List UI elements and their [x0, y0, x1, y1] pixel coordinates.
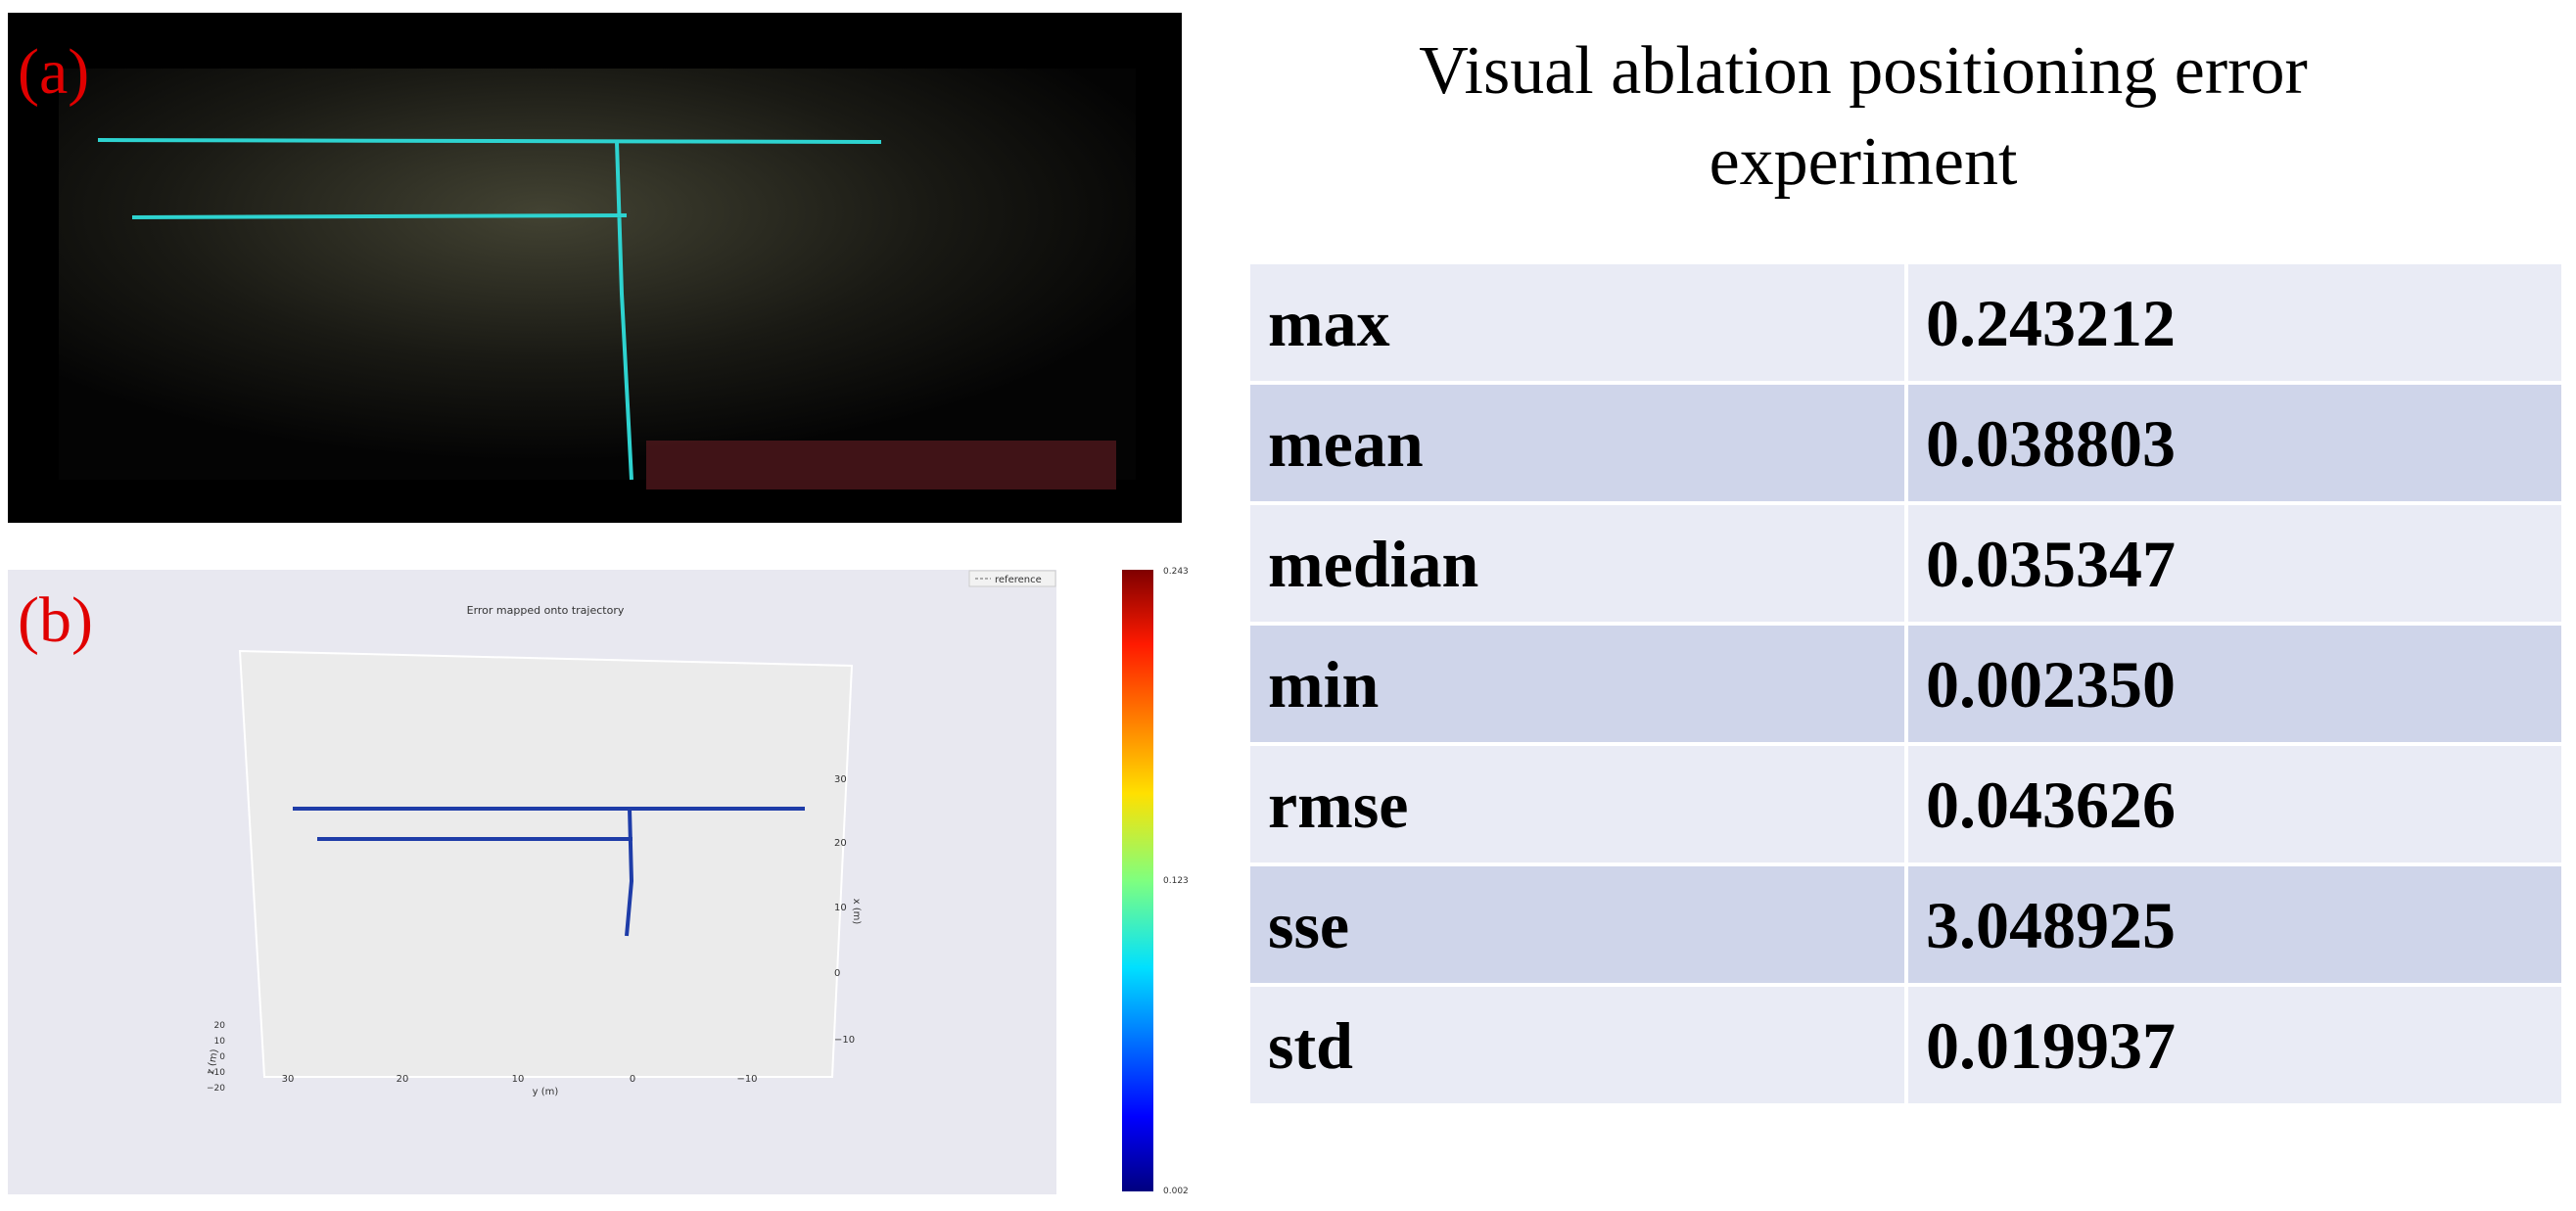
plot-pane: [238, 649, 854, 1078]
metric-value: 3.048925: [1926, 888, 2176, 962]
metric-name: max: [1268, 286, 1390, 360]
colorbar-tick-label: 0.243: [1163, 567, 1189, 577]
metric-name: min: [1268, 647, 1379, 722]
table-cell: [1904, 622, 2565, 746]
metric-value: 0.038803: [1926, 406, 2176, 481]
legend-label: reference: [995, 575, 1042, 585]
z-tick-label: −10: [207, 1068, 225, 1078]
table-cell: [1904, 381, 2565, 505]
table-cell: [1246, 983, 1908, 1107]
metric-value: 0.243212: [1926, 286, 2176, 360]
y-tick-label: 10: [834, 903, 847, 913]
metric-name: std: [1268, 1008, 1353, 1083]
y-tick-label: −10: [834, 1035, 855, 1046]
metric-value: 0.043626: [1926, 768, 2176, 842]
table-cell: [1904, 260, 2565, 385]
metric-value: 0.019937: [1926, 1008, 2176, 1083]
z-tick-label: 0: [219, 1052, 225, 1062]
z-tick-label: 20: [214, 1021, 226, 1031]
point-cloud-red: [646, 441, 1116, 489]
table-cell: [1904, 501, 2565, 626]
plot-title: Error mapped onto trajectory: [467, 604, 625, 617]
table: max 0.243212 mean 0.038803 median 0.035347 min…: [1246, 260, 2565, 1107]
x-tick-label: 0: [630, 1074, 635, 1085]
table-cell: [1904, 862, 2565, 987]
metric-name: sse: [1268, 888, 1349, 962]
point-cloud: [59, 69, 1136, 480]
colorbar-tick-label: 0.123: [1163, 876, 1189, 886]
metric-value: 0.035347: [1926, 527, 2176, 601]
metric-name: mean: [1268, 406, 1424, 481]
metric-value: 0.002350: [1926, 647, 2176, 722]
legend: [968, 570, 1056, 587]
colorbar-tick-label: 0.002: [1163, 1187, 1189, 1196]
trajectory: [97, 138, 882, 481]
y-axis-label: x (m): [851, 899, 862, 925]
x-tick-label: 10: [512, 1074, 525, 1085]
x-tick-label: −10: [736, 1074, 757, 1085]
x-tick-label: 20: [397, 1074, 409, 1085]
panel-label: (b): [18, 584, 93, 656]
y-tick-label: 0: [834, 968, 840, 979]
table-cell: [1904, 983, 2565, 1107]
metric-name: median: [1268, 527, 1478, 601]
z-tick-label: −20: [207, 1084, 225, 1094]
metric-name: rmse: [1268, 768, 1408, 842]
colorbar: [1122, 570, 1153, 1191]
y-tick-label: 30: [834, 774, 847, 785]
table-cell: [1904, 742, 2565, 866]
table-title: Visual ablation positioning error: [1419, 33, 2308, 109]
table-title: experiment: [1710, 124, 2018, 200]
panel-label: (a): [18, 36, 89, 108]
trajectory: [293, 807, 805, 937]
z-tick-label: 10: [214, 1037, 226, 1047]
y-tick-label: 20: [834, 838, 847, 849]
z-axis-label: z (m): [206, 1048, 220, 1076]
x-tick-label: 30: [282, 1074, 295, 1085]
x-axis-label: y (m): [533, 1087, 559, 1097]
